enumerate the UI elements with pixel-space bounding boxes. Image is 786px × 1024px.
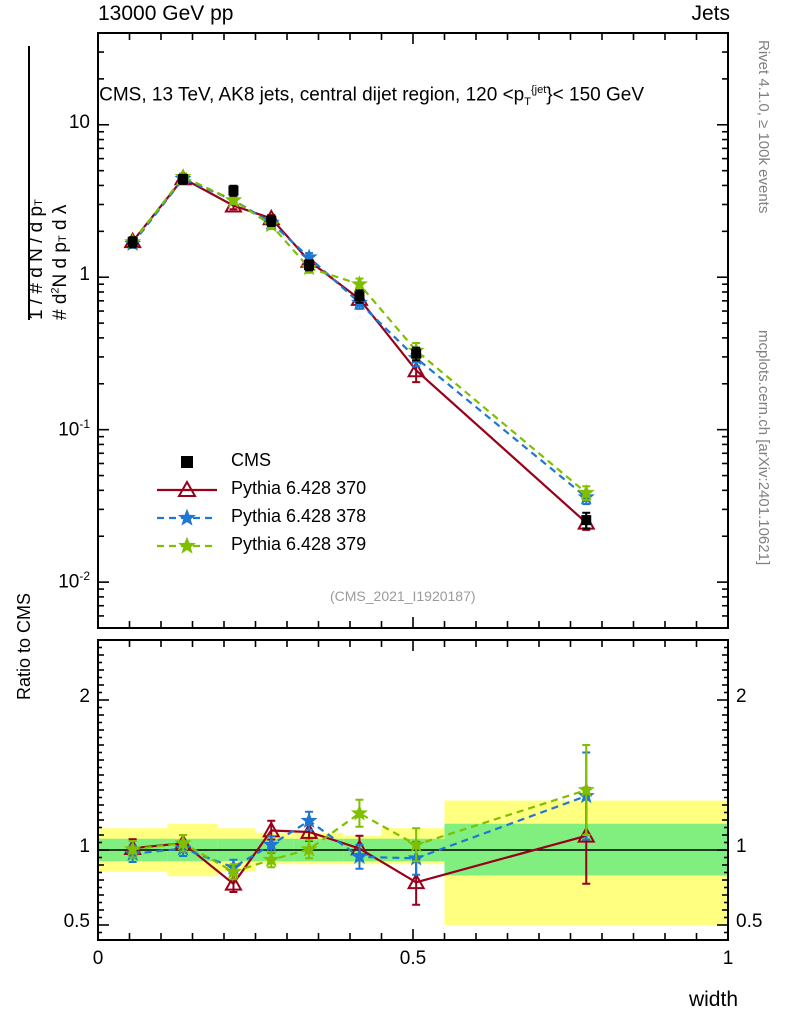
data-marker-triangle [406,360,426,378]
data-marker-square [581,515,592,526]
data-marker-square [354,291,365,302]
data-marker-star [300,840,318,857]
plot-title-sup: {jet [530,84,547,96]
legend-key-square-icon [155,448,219,476]
fraction-bar [28,46,30,320]
data-marker-star [174,834,192,851]
data-line-ratio [132,788,587,873]
data-marker-triangle [299,822,319,839]
plot-title-sub: T [524,96,531,109]
y-tick-label-ratio-right: 1 [736,836,747,857]
data-marker-star [577,483,595,501]
data-marker-star [350,275,368,292]
data-line-main [131,175,588,494]
data-marker-star [262,835,280,852]
data-line-main [131,177,587,499]
data-marker-triangle [224,874,243,891]
data-marker-square [228,185,239,196]
y-tick-label-main: 1 [79,264,90,286]
data-marker-star [350,847,368,864]
data-marker-square [266,215,277,226]
data-line-main [131,176,588,524]
legend-label: Pythia 6.428 379 [231,534,367,554]
y-tick-label-ratio: 2 [79,686,90,707]
data-marker-triangle [406,872,426,890]
legend-label: Pythia 6.428 378 [231,506,367,526]
x-tick-label: 1 [722,948,734,969]
legend-key-triangle-icon [155,476,219,504]
main-panel-frame [97,32,729,629]
data-marker-star [577,781,595,798]
plot-title-prefix: CMS, 13 TeV, AK8 jets, central dijet reg… [99,84,525,106]
plot-title-suffix: }< 150 GeV [546,84,644,106]
data-marker-square [411,348,422,359]
legend-label: CMS [231,450,271,470]
data-line-ratio [132,794,587,869]
y-axis-label-main: 1 / # d N / d pT # d2N d pT d λ [2,38,71,328]
legend-label: Pythia 6.428 370 [231,478,367,498]
analysis-category-label: Jets [691,2,730,25]
plot-title: CMS, 13 TeV, AK8 jets, central dijet reg… [78,62,644,130]
analysis-id-watermark: (CMS_2021_I1920187) [330,588,476,604]
data-marker-star [124,840,142,857]
x-tick-label: 0.5 [399,948,427,969]
legend-key-star-icon [155,504,219,532]
y-tick-label-ratio: 1 [79,836,90,857]
y-tick-label-ratio-right: 2 [736,686,747,707]
data-marker-square [178,174,189,185]
data-marker-square [127,237,138,248]
y-tick-label-main: 10-2 [58,569,90,593]
data-marker-star [224,862,242,879]
x-axis-label: width [688,988,738,1011]
y-tick-label-main: 10 [68,111,90,133]
data-marker-star [224,191,242,208]
y-tick-label-ratio-right: 0.5 [736,911,763,932]
y-tick-label-ratio: 0.5 [63,911,90,932]
x-tick-label: 0 [92,948,104,969]
data-marker-star [300,811,318,828]
data-marker-square [304,260,315,271]
beam-energy-label: 13000 GeV pp [98,2,234,25]
data-marker-star [262,850,280,867]
data-marker-star [407,835,425,852]
data-marker-star [350,804,368,821]
y-tick-label-main: 10-1 [58,416,90,440]
legend-key-star-icon [155,532,219,560]
